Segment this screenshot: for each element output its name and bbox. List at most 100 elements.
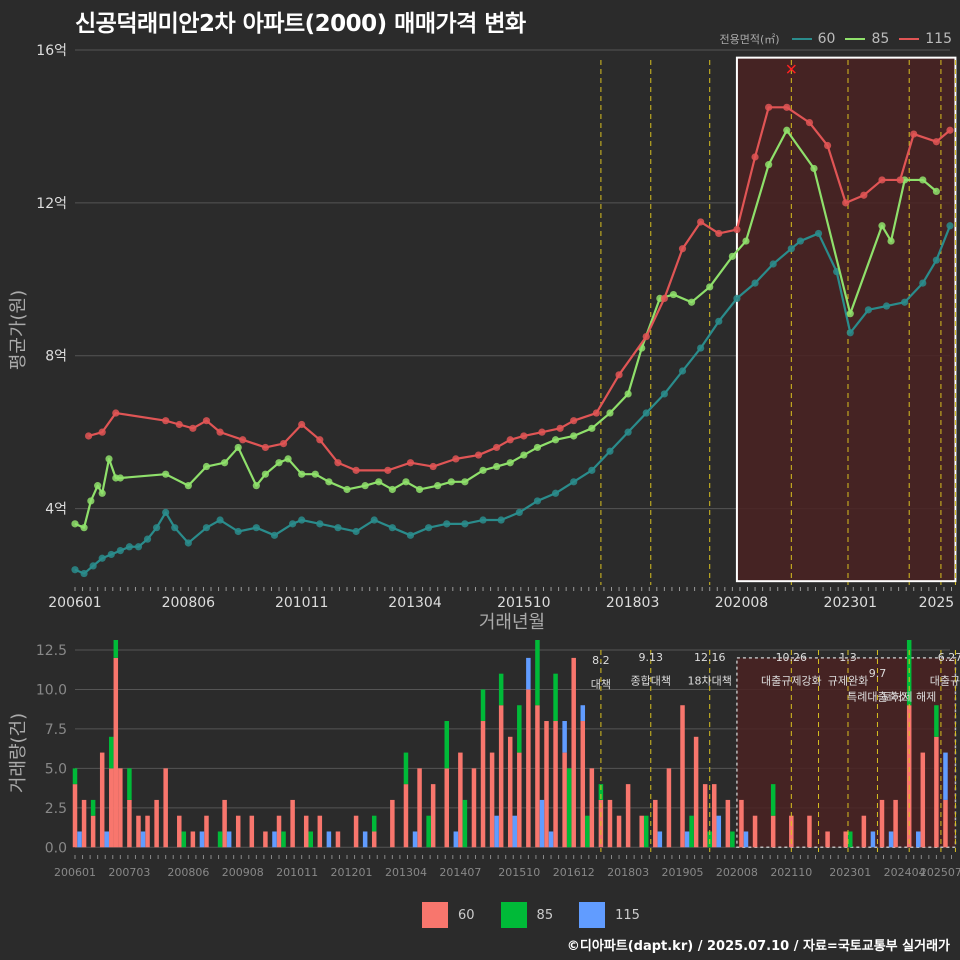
volume-bar-85 [444,721,450,769]
data-point [334,524,342,532]
data-point [606,447,614,455]
data-point [239,436,247,444]
data-point [234,527,242,536]
volume-bar-85 [566,768,572,848]
annotation-date: 1.3 [839,651,857,664]
volume-bar-60 [580,721,586,848]
data-point [810,164,818,173]
volume-bar-60 [154,799,159,848]
volume-bar-60 [371,831,377,848]
volume-bar-60 [72,784,78,848]
footer-credit: ©디아파트(dapt.kr) / 2025.07.10 / 자료=국토교통부 실… [566,939,950,954]
annotation-date: 10.26 [776,651,808,664]
data-point [425,524,433,532]
volume-bar-85 [643,815,649,848]
volume-bar-85 [308,831,314,848]
volume-bar-60 [235,815,241,848]
volume-bar-60 [118,768,123,848]
y-axis-label: 평균가(원) [8,290,29,370]
volume-bar-115 [77,831,82,848]
volume-bar-115 [684,831,690,848]
volume-bar-60 [507,736,513,848]
data-point [447,478,455,486]
volume-bar-115 [657,831,663,848]
data-point [715,317,723,325]
volume-bar-60 [653,799,658,848]
volume-bar-85 [934,705,939,737]
data-point [882,302,891,310]
data-point [715,229,723,238]
data-point [805,119,814,127]
data-point [171,524,179,532]
annotation-label: 규제완화 [828,675,868,688]
volume-x-tick-label: 201407 [439,866,481,879]
series-85 [71,126,940,532]
volume-bar-85 [109,736,114,769]
volume-bar-60 [489,752,495,848]
annotation-date: 9.7 [869,667,887,680]
volume-x-tick-label: 202404 [884,866,926,879]
data-point [769,260,777,268]
volume-bar-115 [916,831,921,848]
annotation-date: 12.16 [694,651,726,664]
volume-bar-115 [562,721,567,753]
data-point [125,543,134,551]
volume-bar-115 [272,831,277,848]
data-point [298,420,306,429]
volume-bar-60 [403,784,409,848]
volume-y-tick-label: 5.0 [45,761,67,777]
data-point [311,470,319,478]
legend-bottom-swatch-85 [500,902,527,928]
data-point [406,459,415,467]
y-tick-label: 4억 [45,502,67,518]
data-point [864,306,872,314]
volume-bar-60 [113,657,119,848]
data-point [116,474,124,482]
legend-bottom-label-115: 115 [615,907,640,923]
data-point [751,153,759,161]
data-point [270,531,279,539]
data-point [252,524,260,532]
data-point [796,237,804,245]
data-point [660,294,668,302]
volume-bar-60 [725,799,731,848]
volume-bar-85 [535,640,540,706]
legend-bottom-item-85: 85 [500,902,553,928]
data-point [783,103,791,111]
volume-x-tick-label: 200908 [222,866,264,879]
volume-bar-115 [743,831,749,848]
volume-bar-60 [249,815,255,848]
data-point [461,520,469,528]
data-point [474,451,483,459]
data-point [697,344,705,352]
volume-axes: 200601 200703 200806 200908 201011 201201 2013… [54,855,960,879]
data-point [429,462,437,471]
data-point [202,417,211,425]
data-point [887,237,895,245]
data-point [184,539,192,547]
series-60 [71,222,954,578]
data-point [919,176,927,184]
volume-bar-60 [317,815,323,848]
volume-bar-60 [290,799,295,848]
data-point [556,424,564,432]
volume-bar-60 [127,799,132,848]
data-point [946,222,954,230]
volume-bar-115 [512,815,518,848]
volume-bar-60 [770,815,776,848]
volume-bar-60 [99,752,105,848]
volume-bar-115 [943,752,948,800]
data-point [443,520,451,528]
y-tick-label: 8억 [45,349,67,365]
volume-bar-60 [109,768,114,848]
volume-bar-85 [730,831,735,848]
data-point [343,485,351,494]
volume-bar-60 [589,768,595,848]
volume-bar-60 [693,736,699,848]
volume-chart: 0.0 2.5 5.0 7.5 10.0 12.5 8.2 대책 9.13 종합대책 12.16 1… [8,640,960,879]
x-tick-label: 201304 [388,595,442,611]
volume-bar-115 [539,799,545,848]
volume-bar-60 [177,815,182,848]
data-point [919,279,927,287]
data-point [497,516,505,524]
